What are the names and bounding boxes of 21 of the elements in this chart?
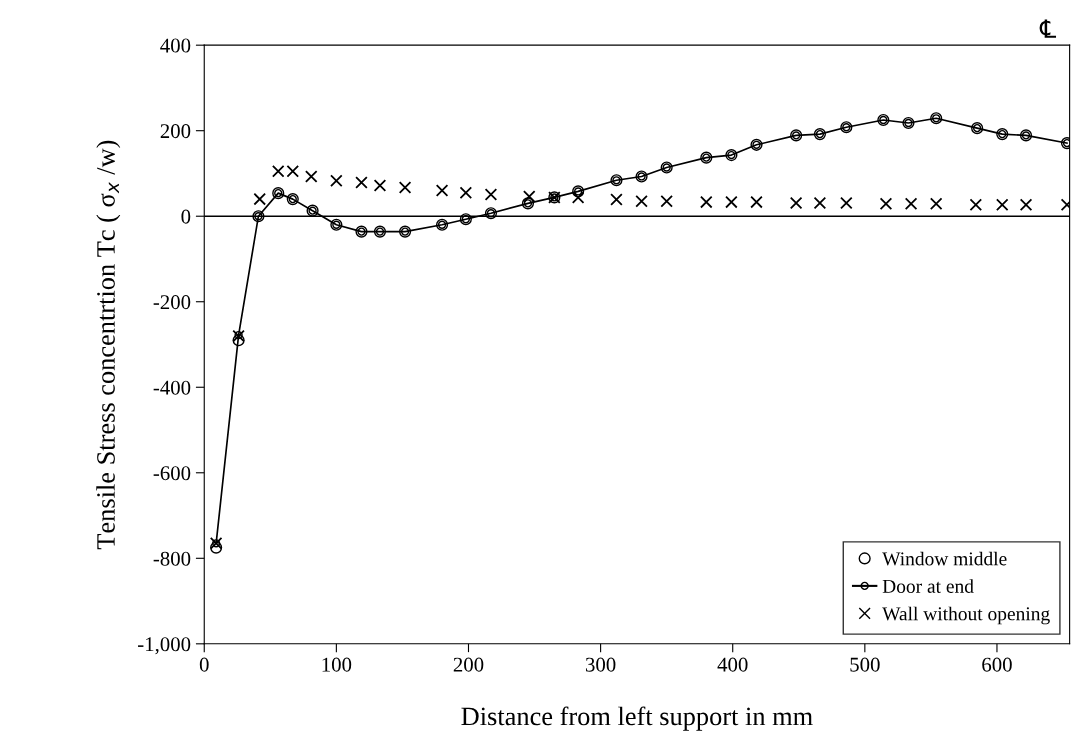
x-axis-title: Distance from left support in mm: [461, 706, 813, 731]
x-tick-label: 100: [322, 657, 352, 672]
x-tick-label: 600: [982, 657, 1012, 672]
x-tick-label: 0: [199, 657, 209, 672]
y-tick-label: -1,000: [138, 637, 191, 655]
y-tick-label: -200: [153, 295, 191, 310]
y-tick-label: 400: [160, 38, 191, 53]
x-tick-label: 500: [850, 657, 880, 672]
text: ℄: [1039, 19, 1057, 38]
legend-label: Window middle: [882, 551, 1007, 566]
legend-label: Wall without opening: [882, 606, 1050, 625]
y-tick-label: 0: [181, 209, 191, 224]
x-tick-label: 200: [453, 657, 484, 672]
x-tick-label: 400: [717, 657, 748, 672]
y-tick-label: -600: [153, 466, 191, 481]
y-tick-label: 200: [160, 124, 191, 139]
y-tick-label: -400: [153, 380, 191, 395]
legend-label: Door at end: [882, 579, 974, 593]
x-tick-label: 300: [585, 657, 616, 672]
y-axis-title: Tensile Stress concentrtion Tc ( σ$_{x}$ /w): [96, 140, 121, 550]
y-tick-label: -800: [153, 551, 191, 566]
